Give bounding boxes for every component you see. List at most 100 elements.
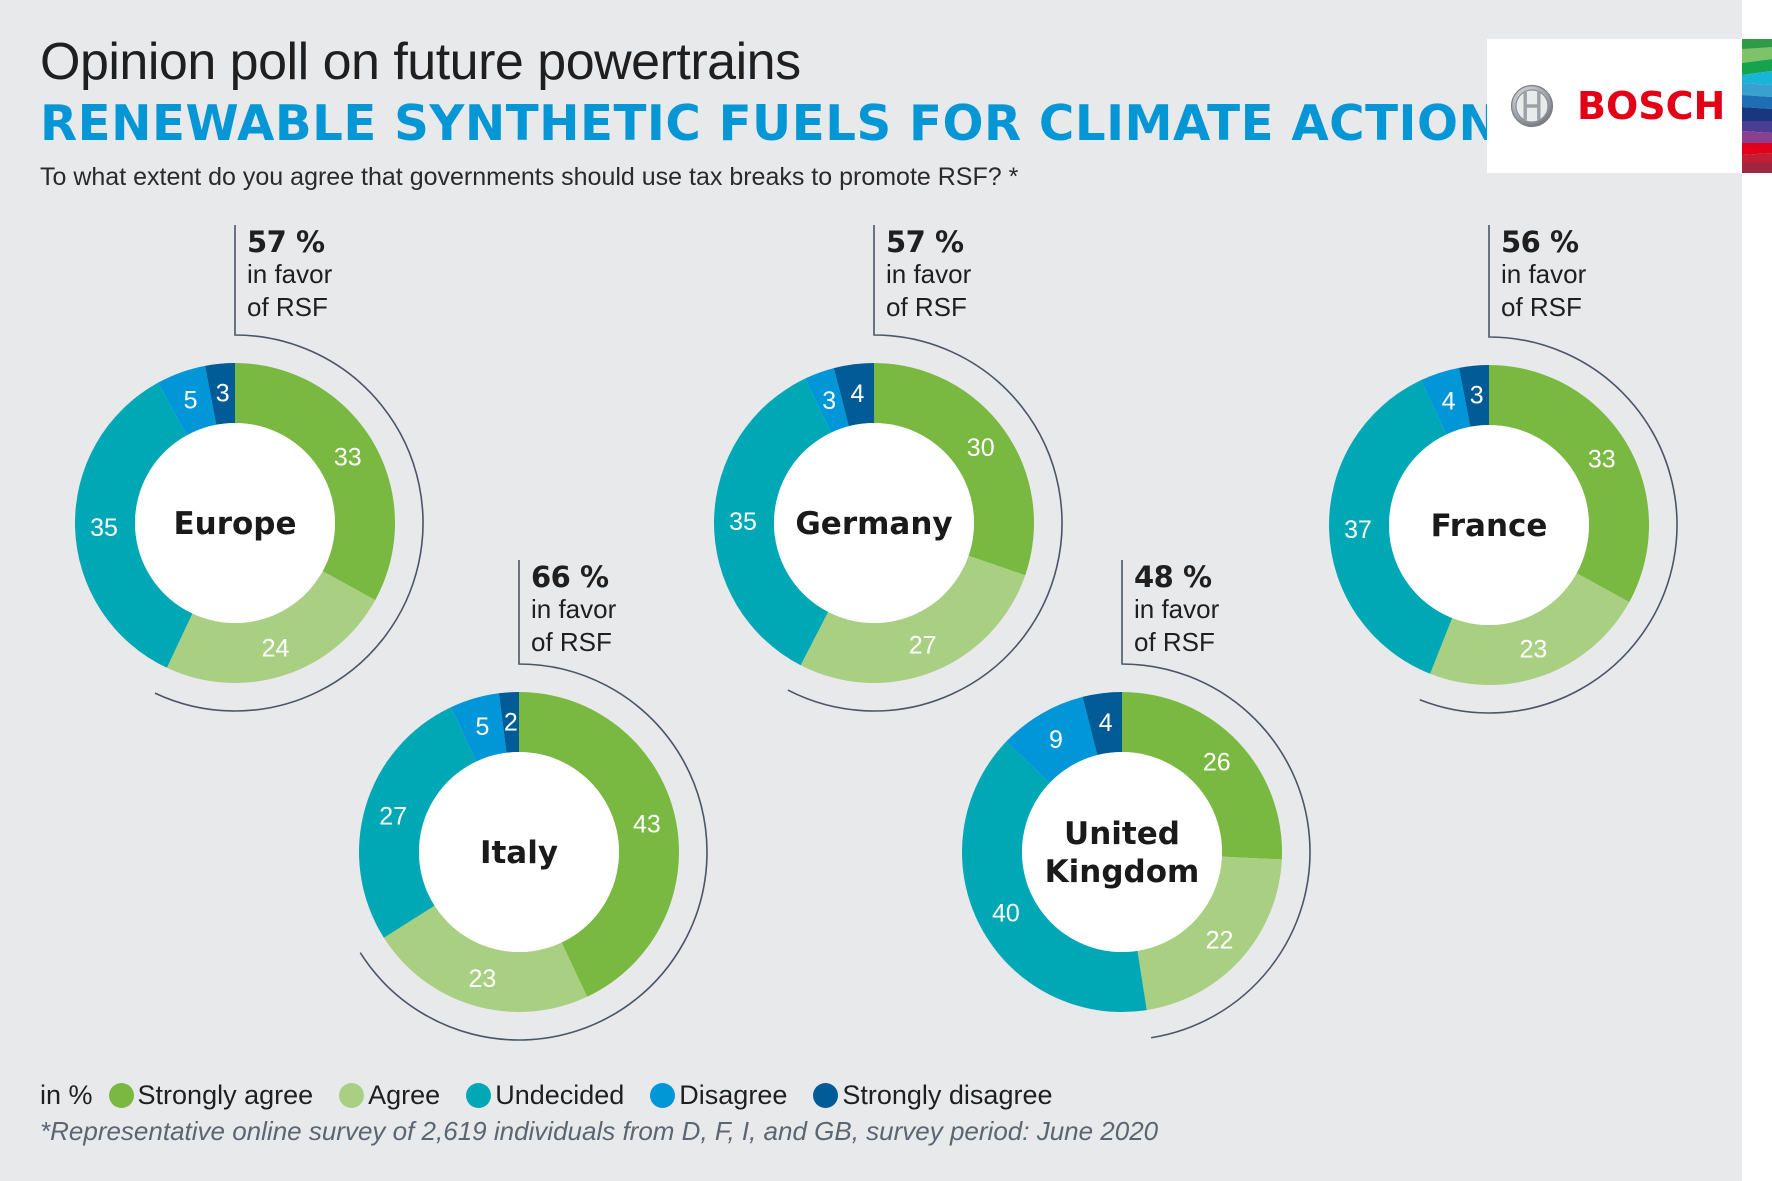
segment-strongly-disagree <box>1082 692 1122 756</box>
legend-dot-disagree <box>650 1083 676 1108</box>
segment-value-label: 27 <box>909 632 937 660</box>
legend-label: Disagree <box>679 1080 788 1110</box>
legend-dot-strongly-disagree <box>813 1083 839 1108</box>
segment-disagree <box>1420 367 1471 435</box>
segment-strongly-disagree <box>1459 365 1489 427</box>
segment-value-label: 5 <box>184 387 198 415</box>
segment-strongly-agree <box>235 363 395 601</box>
page-title: Opinion poll on future powertrains <box>40 33 801 91</box>
segment-disagree <box>157 365 217 436</box>
segment-agree <box>1430 573 1630 685</box>
segment-value-label: 4 <box>1099 709 1113 737</box>
segment-disagree <box>450 693 507 762</box>
favor-caption-line2: of RSF <box>531 627 612 657</box>
country-label: United <box>1064 816 1180 852</box>
segment-value-label: 40 <box>992 900 1020 928</box>
donut-france: 33 23 37 4 3 France <box>1328 365 1649 685</box>
donut-center <box>1022 752 1222 952</box>
favor-bracket-europe <box>154 225 424 712</box>
segment-value-label: 23 <box>469 965 497 993</box>
segment-strongly-agree <box>519 692 680 997</box>
favor-caption-line1: in favor <box>1134 594 1220 624</box>
country-label: France <box>1431 508 1548 544</box>
legend-item-agree: Agree <box>339 1080 440 1111</box>
bosch-wordmark: BOSCH <box>1577 84 1726 128</box>
legend-item-disagree: Disagree <box>650 1080 787 1111</box>
legend: in % Strongly agree Agree Undecided Disa… <box>40 1080 1078 1111</box>
segment-value-label: 26 <box>1203 749 1231 777</box>
favor-annotation-germany: 57 % in favor of RSF <box>886 226 971 324</box>
favor-caption-line2: of RSF <box>886 292 967 322</box>
favor-caption-line1: in favor <box>531 594 617 624</box>
segment-value-label: 24 <box>262 635 290 663</box>
favor-percent: 57 % <box>247 225 325 259</box>
headline: RENEWABLE SYNTHETIC FUELS FOR CLIMATE AC… <box>40 95 1500 152</box>
legend-item-undecided: Undecided <box>466 1080 624 1111</box>
legend-label: Strongly disagree <box>842 1080 1053 1110</box>
segment-value-label: 3 <box>822 387 836 415</box>
segment-strongly-disagree <box>498 692 519 753</box>
segment-undecided <box>962 741 1147 1012</box>
favor-percent: 56 % <box>1501 225 1579 259</box>
favor-caption-line2: of RSF <box>1501 292 1582 322</box>
favor-percent: 66 % <box>531 560 609 594</box>
donut-center <box>419 752 619 952</box>
segment-value-label: 37 <box>1344 516 1372 544</box>
favor-annotation-italy: 66 % in favor of RSF <box>531 561 616 659</box>
favor-annotation-france: 56 % in favor of RSF <box>1501 226 1586 324</box>
favor-caption-line1: in favor <box>247 259 333 289</box>
segment-value-label: 3 <box>216 380 230 408</box>
segment-strongly-agree <box>1122 692 1282 860</box>
segment-value-label: 27 <box>379 802 407 830</box>
segment-strongly-agree <box>874 362 1034 576</box>
legend-dot-undecided <box>466 1083 492 1108</box>
country-label: Germany <box>795 506 952 542</box>
segment-value-label: 2 <box>504 708 518 736</box>
segment-value-label: 33 <box>1588 445 1616 473</box>
survey-question: To what extent do you agree that governm… <box>40 163 1019 191</box>
bosch-armature-icon <box>1510 84 1554 128</box>
segment-agree <box>1137 856 1282 1011</box>
segment-value-label: 30 <box>967 434 995 462</box>
segment-value-label: 35 <box>729 508 757 536</box>
segment-disagree <box>805 368 849 433</box>
favor-percent: 48 % <box>1134 560 1212 594</box>
legend-unit-label: in % <box>40 1080 93 1110</box>
favor-caption-line1: in favor <box>1501 259 1587 289</box>
segment-agree <box>800 555 1026 684</box>
segment-value-label: 35 <box>90 514 118 542</box>
favor-caption-line1: in favor <box>886 259 972 289</box>
donut-center <box>774 423 974 623</box>
donut-italy: 43 23 27 5 2 Italy <box>359 692 680 1013</box>
segment-value-label: 4 <box>850 380 864 408</box>
segment-agree <box>383 905 588 1013</box>
segment-agree <box>166 571 376 683</box>
segment-undecided <box>714 378 832 666</box>
favor-bracket-germany <box>787 225 1063 712</box>
country-label: Europe <box>173 506 296 542</box>
segment-value-label: 33 <box>334 443 362 471</box>
legend-dot-strongly-agree <box>108 1083 134 1108</box>
country-label: Kingdom <box>1045 854 1200 890</box>
legend-item-strongly-agree: Strongly agree <box>108 1080 314 1111</box>
segment-strongly-agree <box>1489 365 1649 603</box>
segment-undecided <box>74 382 193 668</box>
favor-bracket-france <box>1419 225 1678 714</box>
favor-bracket-italy <box>359 560 708 1041</box>
segment-strongly-disagree <box>205 363 235 425</box>
favor-annotation-europe: 57 % in favor of RSF <box>247 226 332 324</box>
brand-color-strip <box>1742 39 1772 173</box>
favor-percent: 57 % <box>886 225 964 259</box>
donut-center <box>1389 425 1589 625</box>
segment-undecided <box>1328 380 1453 674</box>
legend-dot-agree <box>339 1083 365 1108</box>
segment-value-label: 3 <box>1470 382 1484 410</box>
segment-value-label: 4 <box>1442 387 1456 415</box>
favor-caption-line2: of RSF <box>1134 627 1215 657</box>
legend-label: Strongly agree <box>137 1080 314 1110</box>
donut-europe: 33 24 35 5 3 Europe <box>74 363 395 683</box>
segment-value-label: 22 <box>1206 926 1234 954</box>
legend-item-strongly-disagree: Strongly disagree <box>813 1080 1052 1111</box>
